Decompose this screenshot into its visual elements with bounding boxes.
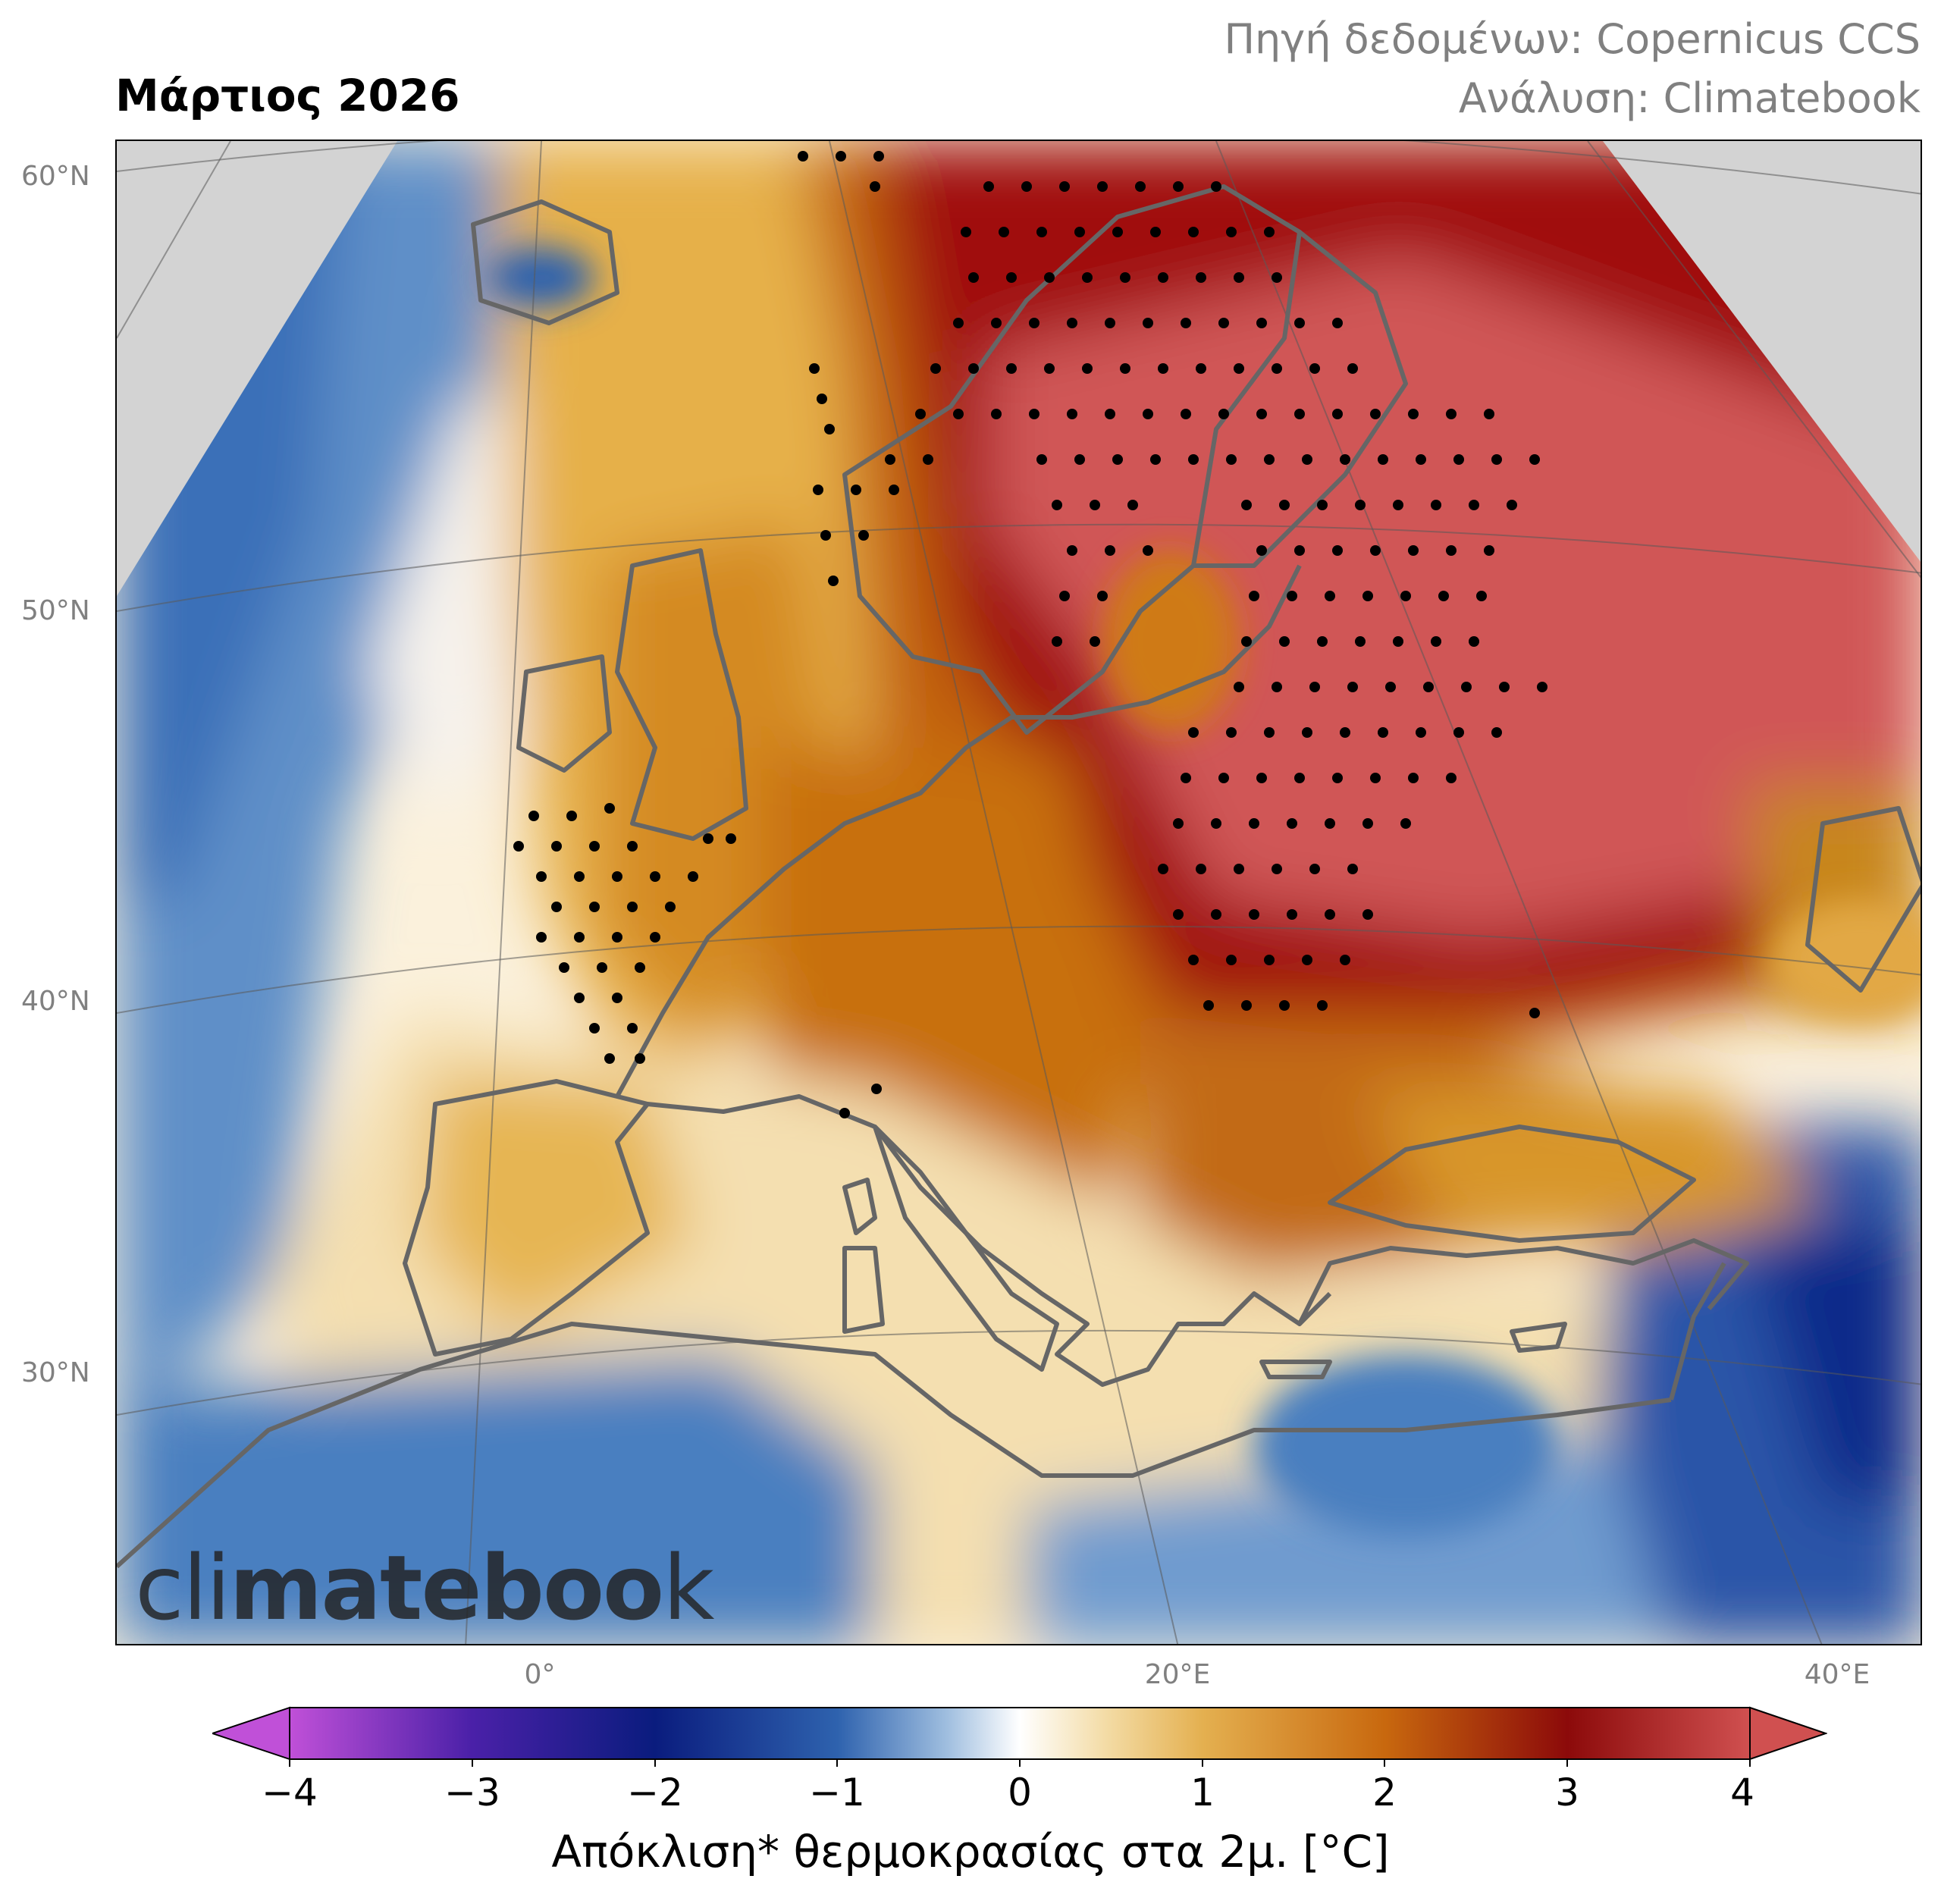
data-source-text: Πηγή δεδομένων: Copernicus CCS: [1224, 15, 1921, 63]
watermark-logo: climatebook: [135, 1535, 714, 1640]
lat-label-30n: 30°N: [21, 1357, 90, 1388]
colorbar-tick-label: −1: [809, 1771, 865, 1815]
colorbar-tick-label: −4: [262, 1771, 318, 1815]
significance-stippling: [513, 151, 1547, 1118]
analysis-credit-text: Ανάλυση: Climatebook: [1458, 74, 1921, 122]
lat-label-50n: 50°N: [21, 595, 90, 626]
colorbar-gradient: [289, 1707, 1751, 1760]
anomaly-map-graphic: [117, 141, 1921, 1644]
colorbar-tick-label: 4: [1730, 1771, 1754, 1815]
colorbar-tick-label: 3: [1555, 1771, 1579, 1815]
colorbar-tick-label: 1: [1190, 1771, 1215, 1815]
anomaly-field: [117, 141, 1921, 1644]
colorbar: [212, 1706, 1827, 1767]
anomaly-map: [115, 140, 1922, 1645]
lat-label-60n: 60°N: [21, 161, 90, 192]
colorbar-extend-high: [1749, 1706, 1827, 1761]
colorbar-label: Απόκλιση* θερμοκρασίας στα 2μ. [°C]: [551, 1826, 1390, 1877]
map-title: Μάρτιος 2026: [115, 70, 460, 121]
colorbar-extend-low: [212, 1706, 290, 1761]
colorbar-tick-label: 2: [1372, 1771, 1397, 1815]
colorbar-tick-label: −2: [627, 1771, 683, 1815]
colorbar-ticks: [289, 1759, 1751, 1767]
lat-label-40n: 40°N: [21, 986, 90, 1017]
coastlines: [117, 184, 1921, 1569]
lon-label-20e: 20°E: [1144, 1659, 1211, 1690]
lon-label-40e: 40°E: [1804, 1659, 1870, 1690]
lon-label-0: 0°: [524, 1659, 556, 1690]
colorbar-tick-label: 0: [1008, 1771, 1032, 1815]
colorbar-tick-label: −3: [444, 1771, 500, 1815]
graticule: [117, 141, 1921, 1644]
